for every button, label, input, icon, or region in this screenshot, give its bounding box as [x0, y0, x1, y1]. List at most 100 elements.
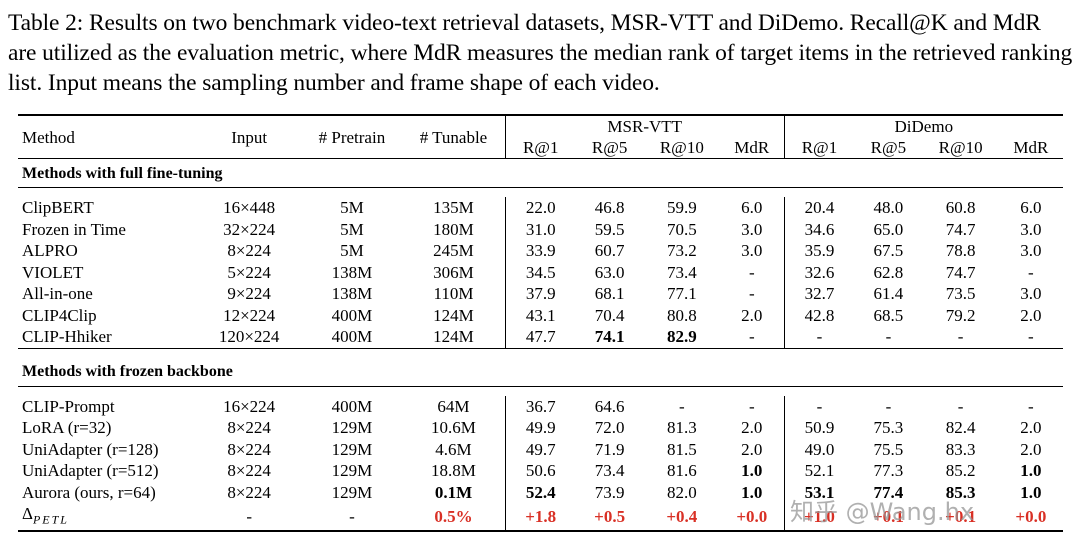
cell-metric: 2.0	[741, 439, 763, 459]
table-row: ALPRO 8×224 5M 245M 33.9 60.7 73.2 3.0 35.9 67.5 7…	[18, 240, 1063, 262]
cell-tunable: 135M	[433, 198, 474, 218]
table-row: CLIP-Hhiker 120×224 400M 124M 47.7 74.1 82.9 - -…	[18, 326, 1063, 348]
cell-metric: 85.3	[945, 482, 976, 502]
cell-metric: +0.1	[872, 507, 904, 527]
cell-metric: 2.0	[741, 418, 763, 438]
cell-pretrain: 129M	[331, 482, 373, 502]
delta-row: ΔPETL - - 0.5% +1.8 +0.5 +0.4 +0.0 +1.0 +0.1 +0.1 +…	[18, 503, 1063, 532]
cell-metric: 77.4	[873, 482, 904, 502]
table-row: ClipBERT 16×448 5M 135M 22.0 46.8 59.9 6.0 20.4 4…	[18, 197, 1063, 219]
cell-input: 8×224	[227, 461, 271, 481]
cell-input: 16×448	[223, 198, 276, 218]
cell-metric: 2.0	[1020, 418, 1042, 438]
cell-metric: 79.2	[945, 305, 976, 325]
cell-metric: 52.4	[504, 481, 576, 503]
cell-metric: +1.8	[504, 503, 576, 532]
delta-subscript: PETL	[32, 512, 69, 527]
cell-metric: 59.5	[594, 219, 625, 239]
cell-input: 8×224	[227, 418, 271, 438]
cell-pretrain: 400M	[331, 305, 373, 325]
cell-tunable: 124M	[433, 327, 474, 347]
cell-metric: 81.6	[666, 461, 697, 481]
cell-metric: -	[1028, 262, 1034, 282]
cell-tunable: 4.6M	[435, 439, 472, 459]
cell-metric: -	[885, 396, 892, 416]
cell-metric: 1.0	[1020, 482, 1042, 502]
header-metric: MdR	[1013, 138, 1049, 157]
cell-method: UniAdapter (r=512)	[22, 461, 159, 481]
cell-metric: 49.7	[504, 438, 576, 460]
cell-metric: -	[748, 327, 755, 347]
cell-metric: 73.4	[594, 461, 625, 481]
cell-metric: 62.8	[873, 262, 904, 282]
cell-metric: 3.0	[1020, 219, 1042, 239]
cell-pretrain: -	[349, 507, 355, 527]
cell-metric: 72.0	[594, 418, 625, 438]
table-row: LoRA (r=32) 8×224 129M 10.6M 49.9 72.0 81.3 2.0…	[18, 417, 1063, 439]
table-row: All-in-one 9×224 138M 110M 37.9 68.1 77.1 - 32.7…	[18, 283, 1063, 305]
table-caption: Table 2: Results on two benchmark video-…	[8, 10, 1073, 96]
delta-symbol: Δ	[22, 504, 33, 523]
cell-pretrain: 129M	[331, 439, 373, 459]
cell-metric: 6.0	[741, 198, 763, 218]
cell-input: 8×224	[227, 439, 271, 459]
cell-method: Aurora (ours, r=64)	[22, 482, 156, 502]
cell-tunable: 10.6M	[431, 418, 476, 438]
table-row: Frozen in Time 32×224 5M 180M 31.0 59.5 70.5 3.…	[18, 218, 1063, 240]
cell-metric: 49.0	[783, 438, 855, 460]
cell-metric: 50.9	[783, 417, 855, 439]
cell-metric: 75.3	[873, 418, 904, 438]
cell-pretrain: 5M	[340, 241, 364, 261]
cell-metric: 70.4	[594, 305, 625, 325]
cell-tunable: 110M	[433, 284, 474, 304]
cell-metric: 77.3	[873, 461, 904, 481]
cell-metric: 36.7	[504, 395, 576, 417]
header-msrvtt: MSR-VTT	[504, 115, 785, 137]
cell-metric: -	[885, 327, 892, 347]
cell-metric: -	[783, 326, 855, 348]
cell-method: CLIP4Clip	[22, 305, 97, 325]
cell-metric: 60.8	[945, 198, 976, 218]
cell-metric: -	[1028, 327, 1034, 347]
cell-metric: +1.0	[783, 503, 855, 532]
cell-pretrain: 400M	[331, 327, 373, 347]
cell-metric: 34.5	[504, 261, 576, 283]
cell-metric: 1.0	[1020, 461, 1042, 481]
cell-method: All-in-one	[22, 284, 93, 304]
cell-metric: 64.6	[594, 396, 625, 416]
cell-metric: 32.7	[783, 283, 855, 305]
cell-tunable: 124M	[433, 305, 474, 325]
cell-metric: 81.5	[666, 439, 697, 459]
cell-metric: 46.8	[594, 198, 625, 218]
cell-metric: 67.5	[873, 241, 904, 261]
cell-metric: +0.1	[945, 507, 977, 527]
header-tunable: # Tunable	[419, 127, 488, 147]
cell-method: CLIP-Hhiker	[22, 327, 112, 347]
header-pretrain: # Pretrain	[318, 127, 386, 147]
cell-metric: 75.5	[873, 439, 904, 459]
table-row: CLIP-Prompt 16×224 400M 64M 36.7 64.6 - - - - - -	[18, 395, 1063, 417]
cell-metric: 74.7	[945, 262, 976, 282]
cell-input: 5×224	[227, 262, 271, 282]
cell-method: VIOLET	[22, 262, 84, 282]
cell-metric: 68.5	[873, 305, 904, 325]
cell-method: UniAdapter (r=128)	[22, 439, 159, 459]
cell-metric: 52.1	[783, 460, 855, 482]
header-metric: MdR	[734, 138, 770, 157]
cell-input: 8×224	[227, 241, 271, 261]
cell-metric: 3.0	[741, 219, 763, 239]
table-row: VIOLET 5×224 138M 306M 34.5 63.0 73.4 - 32.6 62.8…	[18, 261, 1063, 283]
cell-input: 16×224	[223, 396, 276, 416]
cell-tunable: 306M	[433, 262, 474, 282]
cell-metric: 82.9	[666, 327, 697, 347]
cell-metric: 42.8	[783, 304, 855, 326]
cell-metric: -	[748, 284, 755, 304]
section-header: Methods with frozen backbone	[18, 358, 1063, 386]
cell-method: CLIP-Prompt	[22, 396, 115, 416]
cell-input: -	[246, 507, 252, 527]
cell-metric: -	[679, 396, 685, 416]
cell-metric: 61.4	[873, 284, 904, 304]
header-didemo: DiDemo	[783, 115, 1063, 137]
cell-metric: 80.8	[666, 305, 697, 325]
cell-metric: 49.9	[504, 417, 576, 439]
